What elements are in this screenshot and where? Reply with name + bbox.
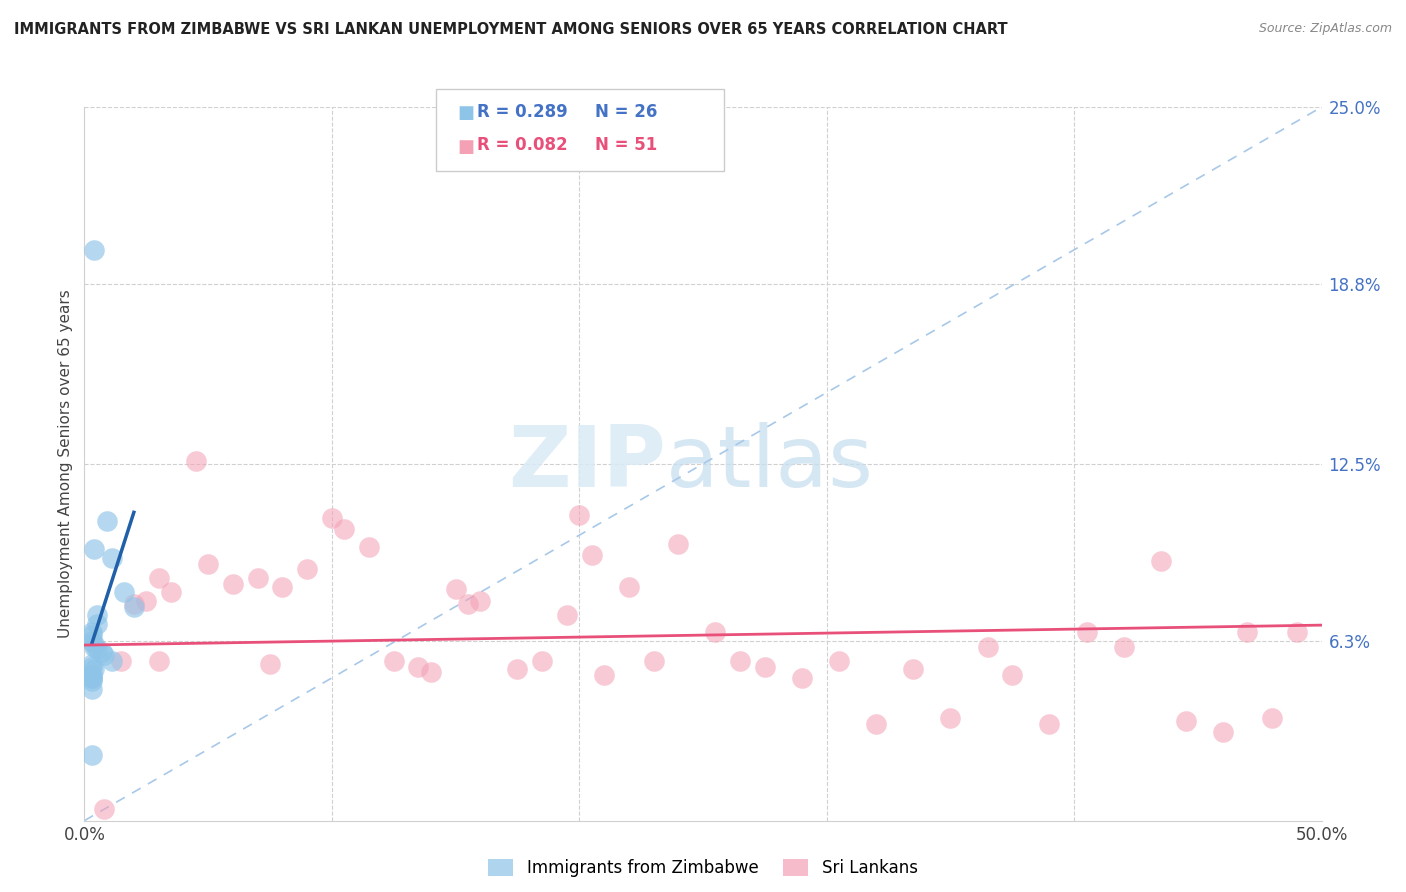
Point bbox=[246, 571, 269, 585]
Point bbox=[593, 668, 616, 682]
Point bbox=[506, 662, 529, 676]
Point bbox=[148, 654, 170, 668]
Point bbox=[1212, 725, 1234, 739]
Text: N = 26: N = 26 bbox=[595, 103, 657, 120]
Point bbox=[581, 548, 603, 562]
Point bbox=[160, 585, 183, 599]
Point bbox=[271, 580, 294, 594]
Legend: Immigrants from Zimbabwe, Sri Lankans: Immigrants from Zimbabwe, Sri Lankans bbox=[482, 852, 924, 884]
Point bbox=[135, 594, 157, 608]
Point bbox=[444, 582, 467, 597]
Point bbox=[828, 654, 851, 668]
Point bbox=[80, 671, 103, 685]
Text: IMMIGRANTS FROM ZIMBABWE VS SRI LANKAN UNEMPLOYMENT AMONG SENIORS OVER 65 YEARS : IMMIGRANTS FROM ZIMBABWE VS SRI LANKAN U… bbox=[14, 22, 1008, 37]
Point bbox=[1038, 716, 1060, 731]
Point bbox=[865, 716, 887, 731]
Text: Source: ZipAtlas.com: Source: ZipAtlas.com bbox=[1258, 22, 1392, 36]
Point bbox=[80, 668, 103, 682]
Point bbox=[382, 654, 405, 668]
Point bbox=[80, 673, 103, 688]
Point bbox=[110, 654, 132, 668]
Point bbox=[1285, 625, 1308, 640]
Point bbox=[100, 551, 122, 566]
Text: atlas: atlas bbox=[666, 422, 875, 506]
Point bbox=[643, 654, 665, 668]
Point bbox=[903, 662, 925, 676]
Point bbox=[357, 540, 380, 554]
Point bbox=[419, 665, 441, 680]
Point bbox=[1150, 554, 1173, 568]
Point bbox=[939, 711, 962, 725]
Point bbox=[408, 659, 430, 673]
Point bbox=[1236, 625, 1258, 640]
Point bbox=[754, 659, 776, 673]
Point bbox=[112, 585, 135, 599]
Point bbox=[83, 542, 105, 557]
Point bbox=[80, 657, 103, 671]
Point bbox=[704, 625, 727, 640]
Text: ZIP: ZIP bbox=[508, 422, 666, 506]
Point bbox=[470, 594, 492, 608]
Point bbox=[83, 243, 105, 257]
Point bbox=[790, 671, 813, 685]
Point bbox=[666, 537, 689, 551]
Point bbox=[555, 608, 578, 623]
Point bbox=[617, 580, 640, 594]
Point bbox=[83, 637, 105, 651]
Point bbox=[80, 659, 103, 673]
Point bbox=[80, 682, 103, 697]
Point bbox=[90, 645, 112, 659]
Point bbox=[333, 523, 356, 537]
Point bbox=[184, 454, 207, 468]
Point bbox=[100, 654, 122, 668]
Point bbox=[83, 640, 105, 654]
Point bbox=[1076, 625, 1098, 640]
Point bbox=[80, 747, 103, 762]
Point bbox=[80, 671, 103, 685]
Point bbox=[295, 562, 318, 576]
Point bbox=[1112, 640, 1135, 654]
Point bbox=[197, 557, 219, 571]
Point bbox=[222, 576, 245, 591]
Point bbox=[86, 616, 108, 631]
Point bbox=[122, 597, 145, 611]
Point bbox=[321, 511, 343, 525]
Point bbox=[86, 608, 108, 623]
Text: N = 51: N = 51 bbox=[595, 136, 657, 154]
Y-axis label: Unemployment Among Seniors over 65 years: Unemployment Among Seniors over 65 years bbox=[58, 290, 73, 638]
Point bbox=[83, 662, 105, 676]
Text: R = 0.289: R = 0.289 bbox=[477, 103, 568, 120]
Point bbox=[1174, 714, 1197, 728]
Point bbox=[80, 633, 103, 648]
Text: ■: ■ bbox=[457, 138, 474, 156]
Point bbox=[93, 802, 115, 816]
Point bbox=[86, 642, 108, 657]
Point bbox=[80, 625, 103, 640]
Point bbox=[122, 599, 145, 614]
Point bbox=[148, 571, 170, 585]
Text: ■: ■ bbox=[457, 104, 474, 122]
Point bbox=[457, 597, 479, 611]
Point bbox=[259, 657, 281, 671]
Point bbox=[728, 654, 751, 668]
Point bbox=[976, 640, 998, 654]
Text: R = 0.082: R = 0.082 bbox=[477, 136, 567, 154]
Point bbox=[568, 508, 591, 523]
Point bbox=[93, 648, 115, 662]
Point bbox=[1001, 668, 1024, 682]
Point bbox=[80, 628, 103, 642]
Point bbox=[96, 514, 118, 528]
Point bbox=[1261, 711, 1284, 725]
Point bbox=[531, 654, 554, 668]
